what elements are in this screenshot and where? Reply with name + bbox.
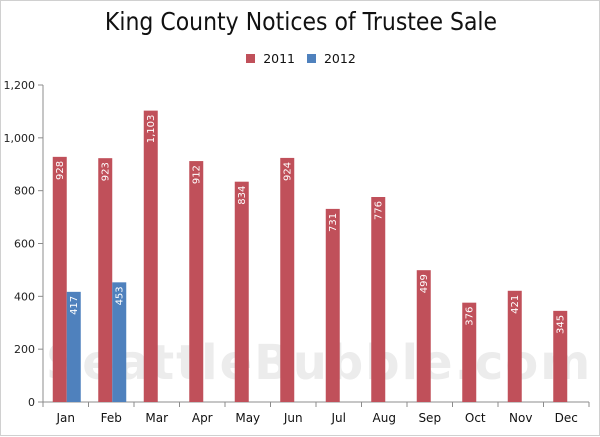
data-label-2011-jan: 928 <box>55 161 66 180</box>
data-label-2011-feb: 923 <box>101 162 112 181</box>
data-label-2011-jun: 924 <box>283 162 294 181</box>
legend-item-2012: 2012 <box>306 51 356 66</box>
y-tick-label: 800 <box>14 185 35 198</box>
bar-2011-sep <box>416 270 431 402</box>
data-label-2011-dec: 345 <box>556 315 567 334</box>
y-tick-label: 200 <box>14 343 35 356</box>
bar-2012-jan <box>66 291 81 402</box>
data-label-2011-sep: 499 <box>419 274 430 293</box>
bar-2011-apr <box>189 161 204 402</box>
bar-2011-jan <box>52 156 67 402</box>
bar-2012-feb <box>112 282 127 402</box>
bar-2011-mar <box>143 110 158 402</box>
bar-2011-dec <box>553 310 568 402</box>
y-tick-label: 600 <box>14 238 35 251</box>
legend-swatch-2012 <box>306 54 316 63</box>
bar-2011-feb <box>98 158 113 402</box>
data-label-2012-jan: 417 <box>69 296 80 315</box>
y-tick-label: 0 <box>28 396 35 409</box>
x-tick-label-aug: Aug <box>373 411 396 425</box>
x-tick-label-may: May <box>235 411 260 425</box>
x-tick-label-jan: Jan <box>56 411 76 425</box>
data-label-2011-jul: 731 <box>328 213 339 232</box>
x-tick-label-jun: Jun <box>283 411 303 425</box>
data-labels: 928 923 1,103 912 834 924 731 776 499 376 421 345 41… <box>55 115 567 334</box>
data-label-2011-nov: 421 <box>510 295 521 314</box>
bar-2011-aug <box>371 197 386 402</box>
bar-2011-nov <box>507 290 522 402</box>
y-tick-label: 1,000 <box>4 132 36 145</box>
x-tick-label-sep: Sep <box>418 411 441 425</box>
legend-swatch-2011 <box>246 54 256 63</box>
watermark: SeattleBubble.com <box>46 335 593 391</box>
legend-label-2012: 2012 <box>323 51 356 66</box>
data-label-2011-oct: 376 <box>465 307 476 326</box>
bar-2011-may <box>234 181 249 402</box>
data-label-2011-mar: 1,103 <box>146 115 157 144</box>
bar-2011-jun <box>280 157 295 402</box>
x-tick-label-feb: Feb <box>101 411 122 425</box>
y-tick-label: 400 <box>14 290 35 303</box>
y-tick-label: 1,200 <box>4 79 36 92</box>
bar-2011-oct <box>462 302 477 402</box>
data-label-2011-apr: 912 <box>192 165 203 184</box>
legend-label-2011: 2011 <box>263 51 295 66</box>
x-tick-label-apr: Apr <box>192 411 213 425</box>
legend: 2011 2012 <box>1 51 600 66</box>
x-tick-label-oct: Oct <box>465 411 486 425</box>
y-axis: 0 200 400 600 800 1,000 1,200 <box>4 79 44 409</box>
x-tick-label-dec: Dec <box>555 411 578 425</box>
bar-2011-jul <box>325 208 340 402</box>
x-axis: Jan Feb Mar Apr May Jun Jul Aug Sep Oct Nov Dec <box>42 401 590 425</box>
data-label-2012-feb: 453 <box>115 286 126 305</box>
legend-item-2011: 2011 <box>246 51 295 66</box>
data-label-2011-aug: 776 <box>374 201 385 220</box>
data-label-2011-may: 834 <box>237 186 248 205</box>
x-tick-label-jul: Jul <box>331 411 346 425</box>
bars <box>52 110 568 402</box>
x-tick-label-mar: Mar <box>145 411 168 425</box>
chart-title: King County Notices of Trustee Sale <box>104 7 498 36</box>
x-tick-label-nov: Nov <box>509 411 532 425</box>
